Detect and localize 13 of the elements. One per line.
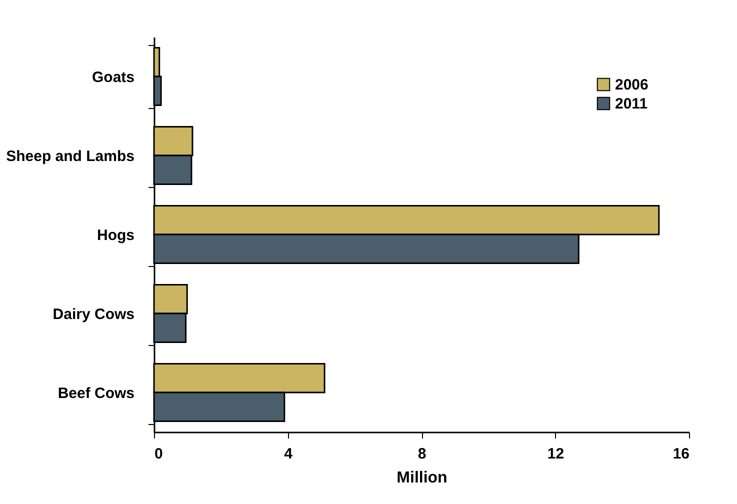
- y-tick-label: Beef Cows: [58, 385, 134, 402]
- x-tick-label: 0: [154, 446, 163, 462]
- x-axis-title: Million: [396, 470, 448, 486]
- y-tick-label: Goats: [92, 69, 134, 86]
- x-tick-label: 16: [672, 446, 690, 462]
- x-tick-label: 12: [547, 446, 564, 462]
- legend-label: 2011: [615, 96, 648, 112]
- y-tick-label: Sheep and Lambs: [6, 148, 134, 165]
- y-tick-label: Dairy Cows: [52, 306, 134, 323]
- legend-label: 2006: [615, 76, 648, 94]
- y-tick-label: Hogs: [97, 227, 134, 244]
- x-tick-label: 4: [284, 446, 294, 462]
- x-tick-label: 8: [418, 446, 426, 462]
